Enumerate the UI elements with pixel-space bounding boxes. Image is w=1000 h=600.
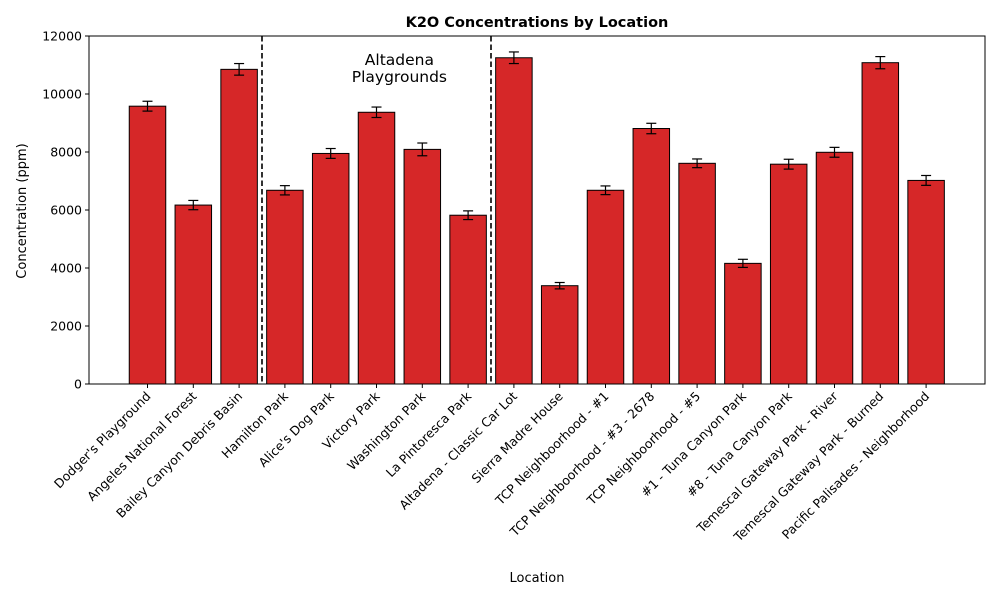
error-bar [508, 51, 519, 65]
y-tick-label: 8000 [50, 145, 82, 160]
y-tick-label: 10000 [42, 87, 82, 102]
y-axis-label: Concentration (ppm) [15, 143, 30, 278]
bar [357, 111, 396, 385]
bar [449, 214, 487, 385]
bar [220, 68, 258, 385]
error-bar [279, 185, 290, 196]
bar [311, 152, 350, 385]
bar [632, 128, 671, 385]
bar [769, 163, 808, 385]
error-bar [142, 100, 153, 112]
y-tick-label: 6000 [50, 203, 82, 218]
bar [815, 151, 854, 385]
bar [907, 179, 945, 385]
error-bar [646, 122, 657, 135]
error-bar [371, 106, 382, 119]
bar [174, 204, 213, 385]
bar [403, 148, 442, 385]
error-bar [875, 55, 886, 70]
annotation-text: Altadena [365, 51, 434, 69]
error-bar [600, 185, 611, 196]
error-bar [188, 199, 199, 211]
error-bar [829, 146, 840, 158]
x-axis-label: Location [510, 571, 565, 586]
x-tick-label: Washington Park [344, 388, 429, 473]
bar [495, 57, 533, 385]
bar [128, 105, 167, 385]
x-tick-label: La Pintoresca Park [383, 388, 475, 480]
bar [724, 262, 762, 385]
error-bar [325, 147, 336, 159]
error-bar [463, 210, 474, 221]
bar [540, 285, 579, 385]
y-tick-label: 12000 [42, 29, 82, 44]
bar [678, 162, 716, 385]
y-tick-label: 2000 [50, 319, 82, 334]
error-bar [783, 158, 794, 170]
y-tick-label: 0 [74, 377, 82, 392]
chart-title: K2O Concentrations by Location [406, 15, 669, 31]
error-bar [692, 158, 703, 169]
error-bar [234, 62, 245, 76]
error-bar [554, 281, 565, 290]
bar [266, 189, 304, 385]
y-tick-label: 4000 [50, 261, 82, 276]
error-bar [737, 258, 748, 269]
error-bar [921, 174, 932, 186]
annotation-text: Playgrounds [352, 68, 447, 86]
bar [861, 62, 900, 385]
bar [586, 189, 625, 385]
error-bar [417, 142, 428, 157]
